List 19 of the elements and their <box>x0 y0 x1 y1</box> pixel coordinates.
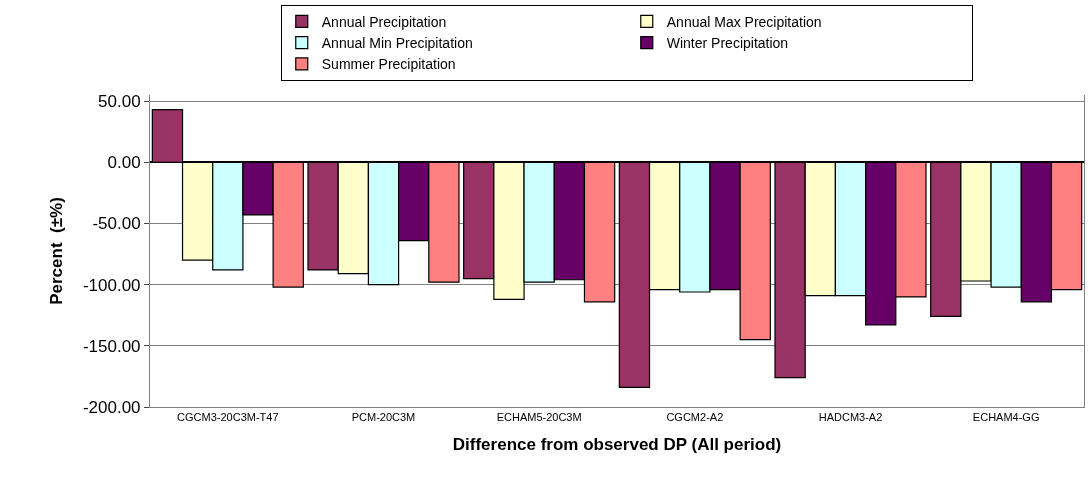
x-tick-label: CGCM2-A2 <box>666 411 724 424</box>
legend-label: Summer Precipitation <box>321 56 456 73</box>
y-tick-label: -100.00 <box>82 275 141 295</box>
y-tick-label: -200.00 <box>82 397 141 417</box>
legend-label: Winter Precipitation <box>666 35 789 52</box>
x-tick-label: ECHAM5-20C3M <box>496 411 582 424</box>
x-tick-label: PCM-20C3M <box>351 411 416 424</box>
legend-label: Annual Max Precipitation <box>666 13 822 30</box>
y-tick-label: -50.00 <box>92 214 141 234</box>
y-axis-title: Percent (±%) <box>47 197 67 305</box>
y-tick-label: 0.00 <box>107 153 141 173</box>
legend-label: Annual Precipitation <box>321 13 447 30</box>
x-tick-label: CGCM3-20C3M-T47 <box>177 411 279 424</box>
x-tick-label: ECHAM4-GG <box>972 411 1040 424</box>
y-tick-label: 50.00 <box>98 92 141 112</box>
legend-label: Annual Min Precipitation <box>321 35 473 52</box>
x-axis-title: Difference from observed DP (All period) <box>452 434 782 454</box>
x-tick-label: HADCM3-A2 <box>818 411 883 424</box>
y-tick-label: -150.00 <box>82 336 141 356</box>
